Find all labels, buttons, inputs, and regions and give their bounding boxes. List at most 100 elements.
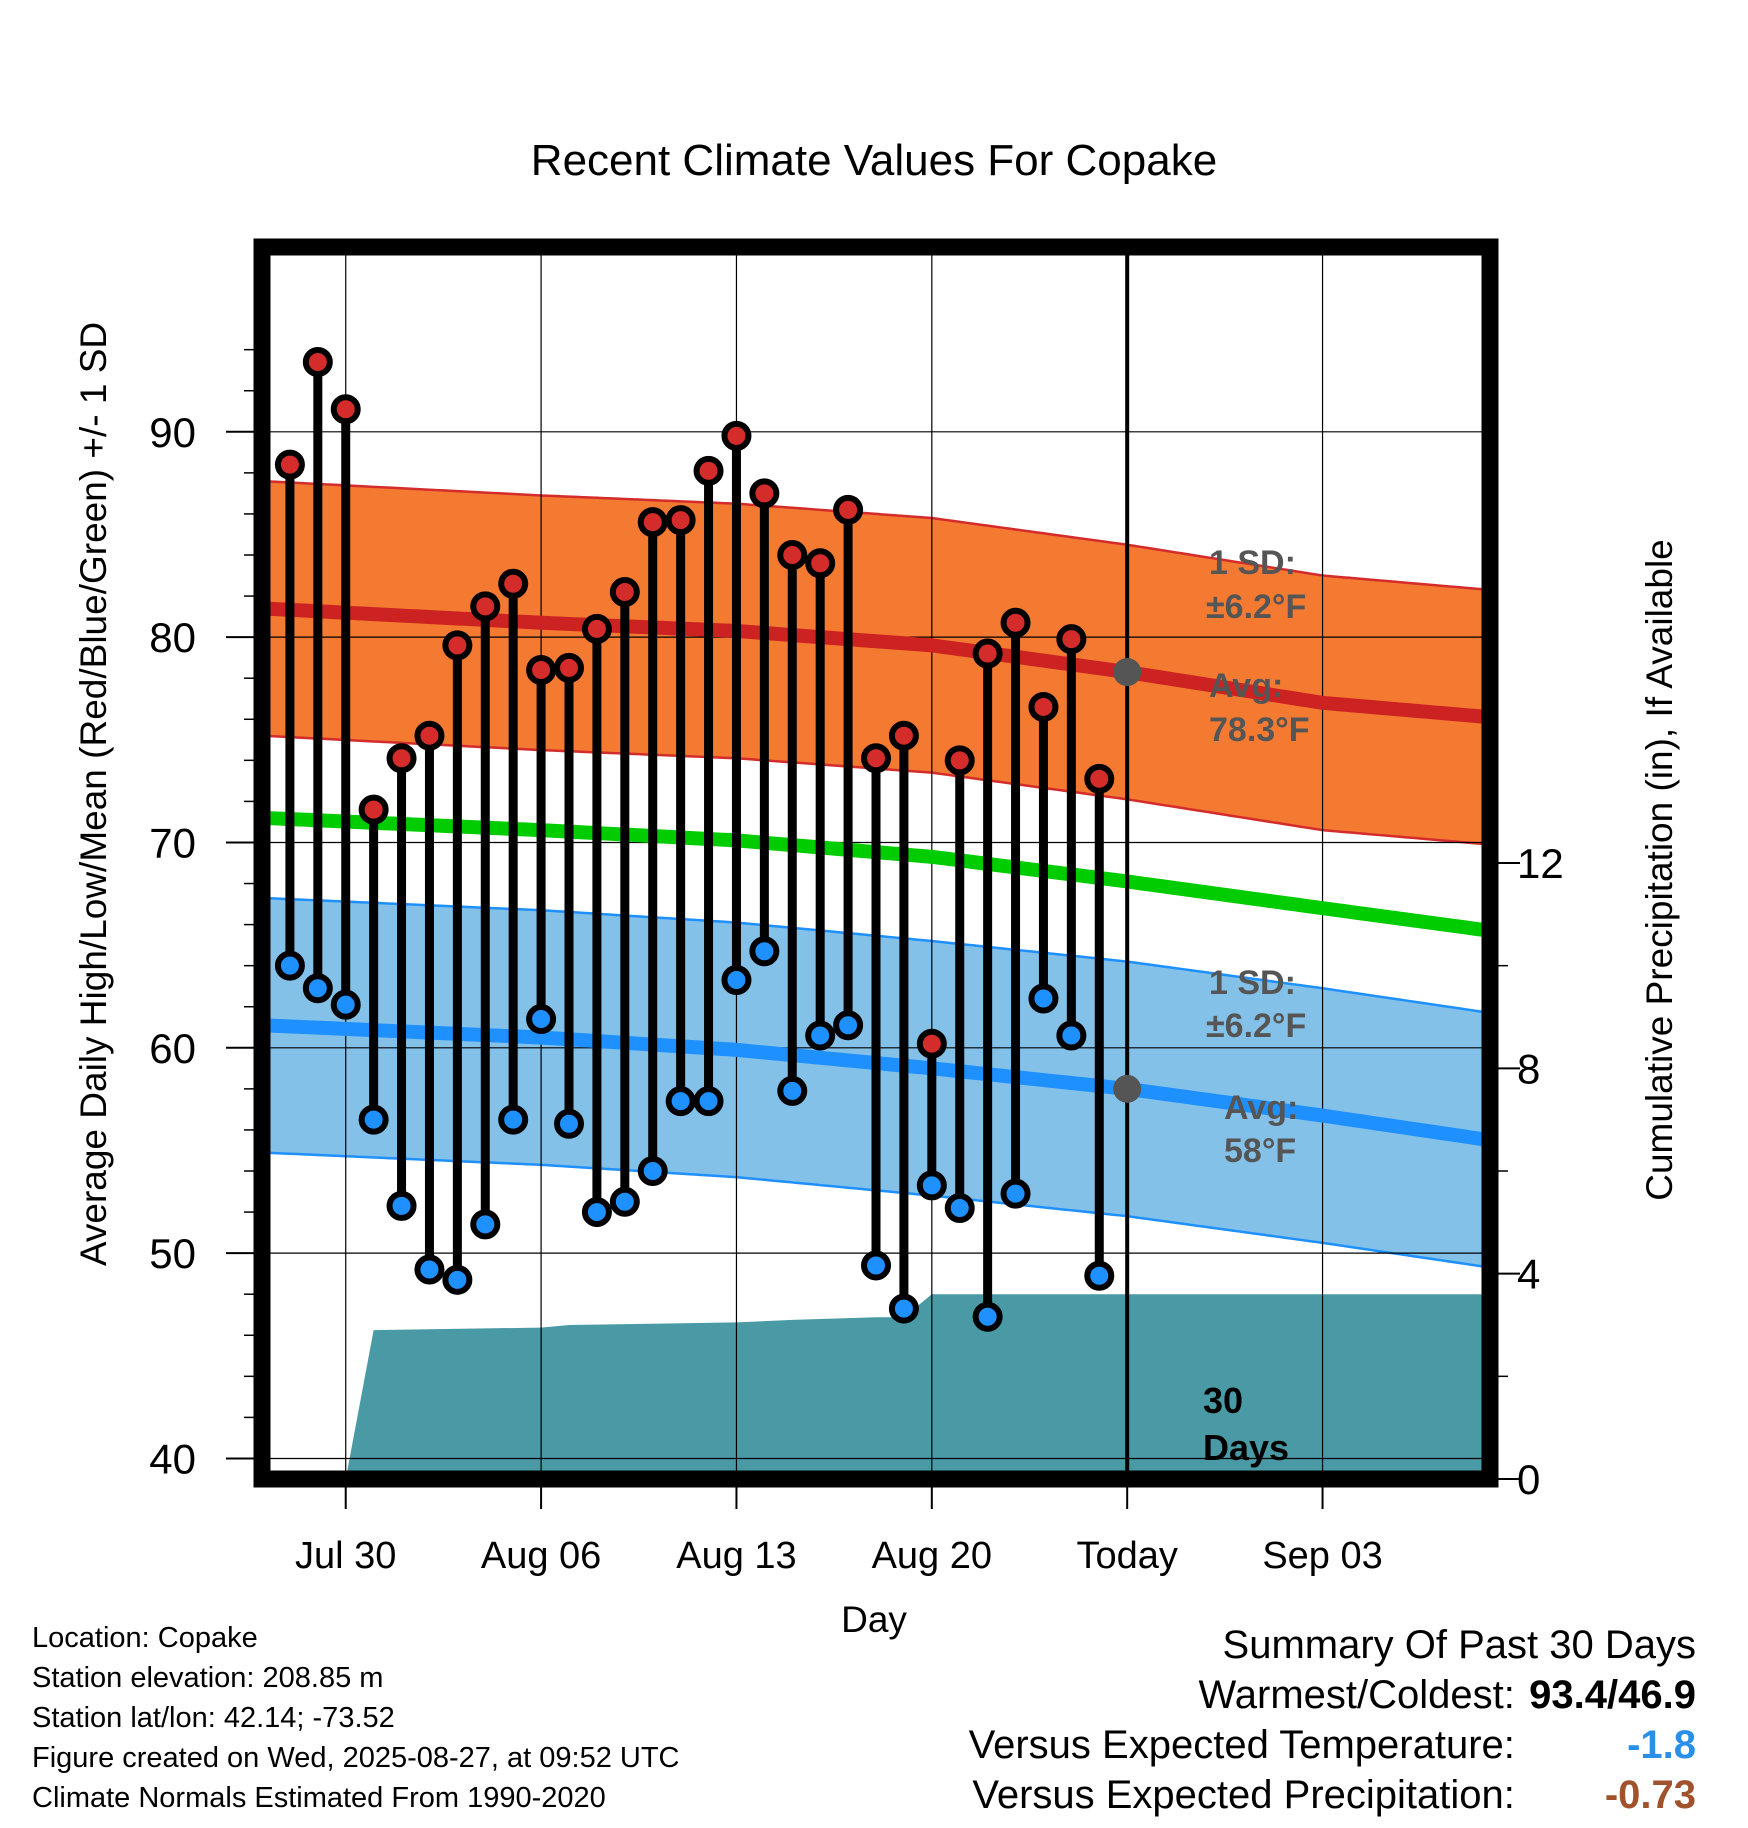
daily-low-point <box>554 1108 584 1139</box>
days-count-label: 30 <box>1203 1380 1243 1421</box>
y-tick-label: 60 <box>149 1025 196 1072</box>
low-avg-marker <box>1113 1074 1142 1103</box>
daily-low-point <box>609 1186 640 1217</box>
daily-high-point <box>944 745 975 776</box>
daily-low-point <box>330 989 361 1020</box>
daily-high-point <box>888 720 919 751</box>
daily-low-point <box>972 1301 1003 1332</box>
daily-high-point <box>1028 691 1059 722</box>
daily-low-point <box>665 1086 696 1117</box>
y-tick-label: 70 <box>149 819 196 866</box>
daily-low-point <box>637 1156 668 1186</box>
high-sd-label: 1 SD: <box>1209 544 1296 582</box>
daily-high-point <box>749 478 780 509</box>
daily-high-point <box>358 794 389 825</box>
high-avg-value: 78.3°F <box>1209 711 1310 749</box>
low-avg-value: 58°F <box>1224 1132 1296 1170</box>
daily-low-point <box>358 1104 389 1135</box>
daily-low-point <box>1028 983 1059 1014</box>
x-tick-label: Aug 06 <box>481 1535 601 1577</box>
summary-heading: Summary Of Past 30 Days <box>1222 1623 1696 1667</box>
daily-high-point <box>805 548 836 579</box>
daily-high-point <box>1084 763 1115 794</box>
daily-high-point <box>1056 624 1087 655</box>
daily-high-point <box>330 394 361 425</box>
warm-cold-value: 93.4/46.9 <box>1529 1673 1696 1717</box>
daily-high-point <box>637 507 668 538</box>
low-sd-value: ±6.2°F <box>1206 1007 1306 1045</box>
days-word-label: Days <box>1203 1427 1289 1468</box>
sd-band-high <box>262 481 1490 845</box>
location-text: Location: Copake <box>32 1622 258 1654</box>
x-tick-label: Aug 13 <box>676 1535 796 1577</box>
y-tick-label: 40 <box>149 1435 196 1482</box>
temp-value: -1.8 <box>1627 1723 1696 1767</box>
y-tick-label: 50 <box>149 1230 196 1277</box>
high-sd-value: ±6.2°F <box>1206 588 1306 626</box>
daily-high-point <box>693 455 724 486</box>
daily-high-point <box>386 743 417 774</box>
precip-value: -0.73 <box>1604 1773 1696 1817</box>
plot-area: 1 SD: ±6.2°F Avg: 78.3°F 1 SD: ±6.2°F Avg: 58°F… <box>149 238 1564 1577</box>
daily-low-point <box>749 936 780 967</box>
created-text: Figure created on Wed, 2025-08-27, at 09… <box>32 1742 680 1774</box>
daily-low-point <box>470 1209 501 1240</box>
daily-high-point <box>972 638 1003 669</box>
daily-high-point <box>498 568 529 599</box>
daily-low-point <box>498 1104 529 1135</box>
warm-cold-label: Warmest/Coldest: <box>1198 1673 1515 1717</box>
daily-low-point <box>1056 1020 1087 1051</box>
high-avg-label: Avg: <box>1209 667 1283 705</box>
daily-high-point <box>609 576 640 607</box>
daily-low-point <box>442 1264 473 1295</box>
precipitation-area <box>345 1294 1490 1479</box>
y2-tick-label: 0 <box>1517 1456 1540 1503</box>
y2-tick-label: 12 <box>1517 840 1564 887</box>
daily-low-point <box>581 1197 612 1228</box>
low-avg-label: Avg: <box>1224 1089 1298 1127</box>
chart-title: Recent Climate Values For Copake <box>531 136 1217 185</box>
daily-low-point <box>721 965 752 996</box>
latlon-text: Station lat/lon: 42.14; -73.52 <box>32 1702 395 1734</box>
daily-low-point <box>414 1254 445 1285</box>
daily-low-point <box>693 1086 724 1117</box>
x-tick-label: Aug 20 <box>872 1535 992 1577</box>
daily-high-point <box>861 743 891 774</box>
daily-low-point <box>916 1170 947 1201</box>
daily-low-point <box>805 1020 836 1051</box>
low-sd-label: 1 SD: <box>1209 964 1296 1002</box>
daily-high-point <box>1000 607 1031 638</box>
x-axis-label: Day <box>841 1599 907 1640</box>
x-tick-label: Sep 03 <box>1262 1535 1382 1577</box>
daily-high-point <box>526 654 557 685</box>
high-avg-marker <box>1113 658 1142 687</box>
summary-panel: Summary Of Past 30 Days Warmest/Coldest:… <box>969 1620 1696 1820</box>
normals-text: Climate Normals Estimated From 1990-2020 <box>32 1782 606 1814</box>
daily-low-point <box>1000 1178 1031 1209</box>
x-tick-label: Today <box>1076 1535 1177 1577</box>
station-info: Location: Copake Station elevation: 208.… <box>32 1618 680 1818</box>
temp-label: Versus Expected Temperature: <box>968 1723 1515 1767</box>
summary-warm-cold: Warmest/Coldest: 93.4/46.9 <box>969 1670 1697 1720</box>
daily-high-point <box>777 540 808 570</box>
daily-high-point <box>833 494 864 525</box>
y2-tick-label: 8 <box>1517 1045 1540 1092</box>
daily-high-point <box>414 720 445 751</box>
y2-tick-label: 4 <box>1517 1251 1540 1298</box>
precip-label: Versus Expected Precipitation: <box>972 1773 1515 1817</box>
summary-precip: Versus Expected Precipitation: -0.73 <box>969 1770 1696 1820</box>
summary-temp: Versus Expected Temperature: -1.8 <box>969 1720 1696 1770</box>
x-tick-label: Jul 30 <box>295 1535 396 1577</box>
daily-low-point <box>777 1075 808 1106</box>
sd-band-upper-edge <box>261 479 1491 592</box>
daily-high-point <box>581 613 612 644</box>
daily-low-point <box>888 1293 919 1324</box>
daily-low-point <box>274 950 305 981</box>
daily-high-point <box>665 505 696 536</box>
plot-frame <box>253 238 1499 1488</box>
normal-high-line <box>261 601 1491 725</box>
daily-high-point <box>442 630 473 661</box>
daily-low-point <box>302 973 333 1004</box>
daily-low-point <box>944 1192 975 1223</box>
